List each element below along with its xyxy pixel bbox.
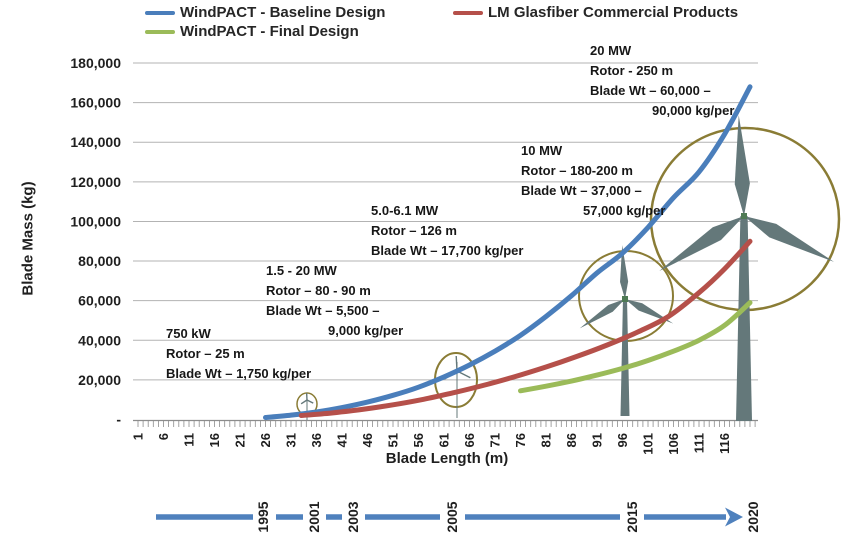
x-tick-label: 1 (131, 433, 146, 440)
turbine-hub (622, 296, 628, 302)
x-tick-label: 96 (615, 433, 630, 447)
annotation-line: 9,000 kg/per (328, 323, 404, 338)
x-tick-label: 21 (233, 433, 248, 447)
annotation-750kw: 750 kW Rotor – 25 m Blade Wt – 1,750 kg/pe… (166, 324, 311, 384)
series-line-lm-glasfiber-commercial-products (298, 238, 753, 418)
x-tick-label: 51 (386, 433, 401, 447)
x-tick-label: 56 (411, 433, 426, 447)
legend-item-final: WindPACT - Final Design (145, 23, 359, 40)
turbine-blade (579, 299, 625, 329)
annotation-line: 57,000 kg/per (583, 203, 666, 218)
turbine-blade (734, 115, 750, 216)
annotation-1-5-20mw: 1.5 - 20 MW Rotor – 80 - 90 m Blade Wt – 5… (266, 261, 403, 341)
series-line-windpact-baseline-design (263, 84, 753, 420)
turbine-tower (736, 216, 752, 421)
timeline-arrowhead-icon (725, 507, 743, 527)
x-tick-label: 16 (207, 433, 222, 447)
annotation-title: 750 kW (166, 326, 211, 341)
x-tick-label: 86 (564, 433, 579, 447)
x-tick-label: 61 (437, 433, 452, 447)
y-tick-label: 20,000 (78, 372, 121, 388)
x-tick-label: 81 (539, 433, 554, 447)
annotation-title: 5.0-6.1 MW (371, 203, 439, 218)
annotation-line: Rotor – 25 m (166, 346, 245, 361)
annotation-line: Blade Wt – 1,750 kg/per (166, 366, 312, 381)
timeline-year-label: 2005 (444, 501, 460, 532)
annotation-title: 1.5 - 20 MW (266, 263, 337, 278)
annotation-5-0-6-1mw: 5.0-6.1 MW Rotor – 126 m Blade Wt – 17,700… (371, 201, 523, 261)
turbine-blade (306, 399, 314, 404)
x-tick-label: 91 (590, 433, 605, 447)
legend-label: LM Glasfiber Commercial Products (488, 4, 739, 21)
y-axis-title: Blade Mass (kg) (19, 181, 37, 296)
x-tick-label: 106 (666, 433, 681, 455)
x-tick-label: 71 (488, 433, 503, 447)
legend-label: WindPACT - Final Design (180, 23, 359, 40)
y-tick-label: 60,000 (78, 293, 121, 309)
annotation-title: 10 MW (521, 143, 563, 158)
x-tick-label: 111 (692, 433, 707, 453)
y-tick-label: 120,000 (70, 174, 121, 190)
x-tick-label: 36 (309, 433, 324, 447)
y-tick-label: 180,000 (70, 55, 121, 71)
x-tick-label: 26 (258, 433, 273, 447)
turbine-blade (659, 216, 744, 272)
annotation-line: Blade Wt – 5,500 – (266, 303, 380, 318)
turbine-icon (659, 115, 834, 421)
turbine-tower (620, 299, 630, 416)
timeline-year-label: 2020 (745, 501, 761, 532)
x-tick-label: 6 (156, 433, 171, 440)
legend-item-baseline: WindPACT - Baseline Design (145, 4, 385, 21)
annotation-10mw: 10 MW Rotor – 180-200 m Blade Wt – 37,000 … (521, 141, 665, 221)
x-axis-title: Blade Length (m) (385, 450, 509, 467)
x-tick-label: 41 (335, 433, 350, 447)
y-tick-label: 140,000 (70, 134, 121, 150)
baseline-series-key-icon (145, 10, 175, 15)
y-tick-label: 80,000 (78, 253, 121, 269)
annotation-line: Blade Wt – 60,000 – (590, 83, 711, 98)
y-tick-label: 100,000 (70, 213, 121, 229)
lm-series-key-icon (453, 10, 483, 15)
y-tick-label: 160,000 (70, 95, 121, 111)
x-tick-label: 76 (513, 433, 528, 447)
turbine-blade (620, 245, 629, 299)
annotation-line: Rotor – 80 - 90 m (266, 283, 371, 298)
series-line-windpact-final-design (518, 300, 753, 394)
x-tick-label: 116 (717, 433, 732, 454)
x-tick-label: 66 (462, 433, 477, 447)
annotation-20mw: 20 MW Rotor - 250 m Blade Wt – 60,000 – 90,… (590, 41, 734, 121)
timeline-year-label: 2001 (306, 501, 322, 532)
turbine-blade (300, 399, 308, 405)
annotation-line: Rotor – 180-200 m (521, 163, 633, 178)
annotation-line: Rotor – 126 m (371, 223, 457, 238)
legend-item-lm-glasfiber: LM Glasfiber Commercial Products (453, 4, 738, 21)
annotation-title: 20 MW (590, 43, 632, 58)
turbine-blade (625, 299, 674, 324)
annotation-line: Blade Wt – 37,000 – (521, 183, 642, 198)
final-series-key-icon (145, 29, 175, 34)
annotation-line: 90,000 kg/per (652, 103, 735, 118)
x-tick-label: 46 (360, 433, 375, 447)
annotation-line: Blade Wt – 17,700 kg/per (371, 243, 524, 258)
legend-label: WindPACT - Baseline Design (180, 4, 386, 21)
annotation-line: Rotor - 250 m (590, 63, 674, 78)
y-tick-label: 40,000 (78, 332, 121, 348)
timeline-year-label: 2003 (345, 501, 361, 532)
turbine-blade (744, 216, 834, 262)
x-tick-label: 11 (182, 433, 197, 447)
turbine-icon (579, 245, 674, 416)
x-tick-label: 31 (284, 433, 299, 447)
x-tick-label: 101 (641, 433, 656, 455)
y-tick-label: - (116, 412, 121, 428)
turbine-hub (741, 213, 747, 219)
timeline-year-label: 1995 (255, 501, 271, 532)
timeline-year-label: 2015 (624, 501, 640, 532)
